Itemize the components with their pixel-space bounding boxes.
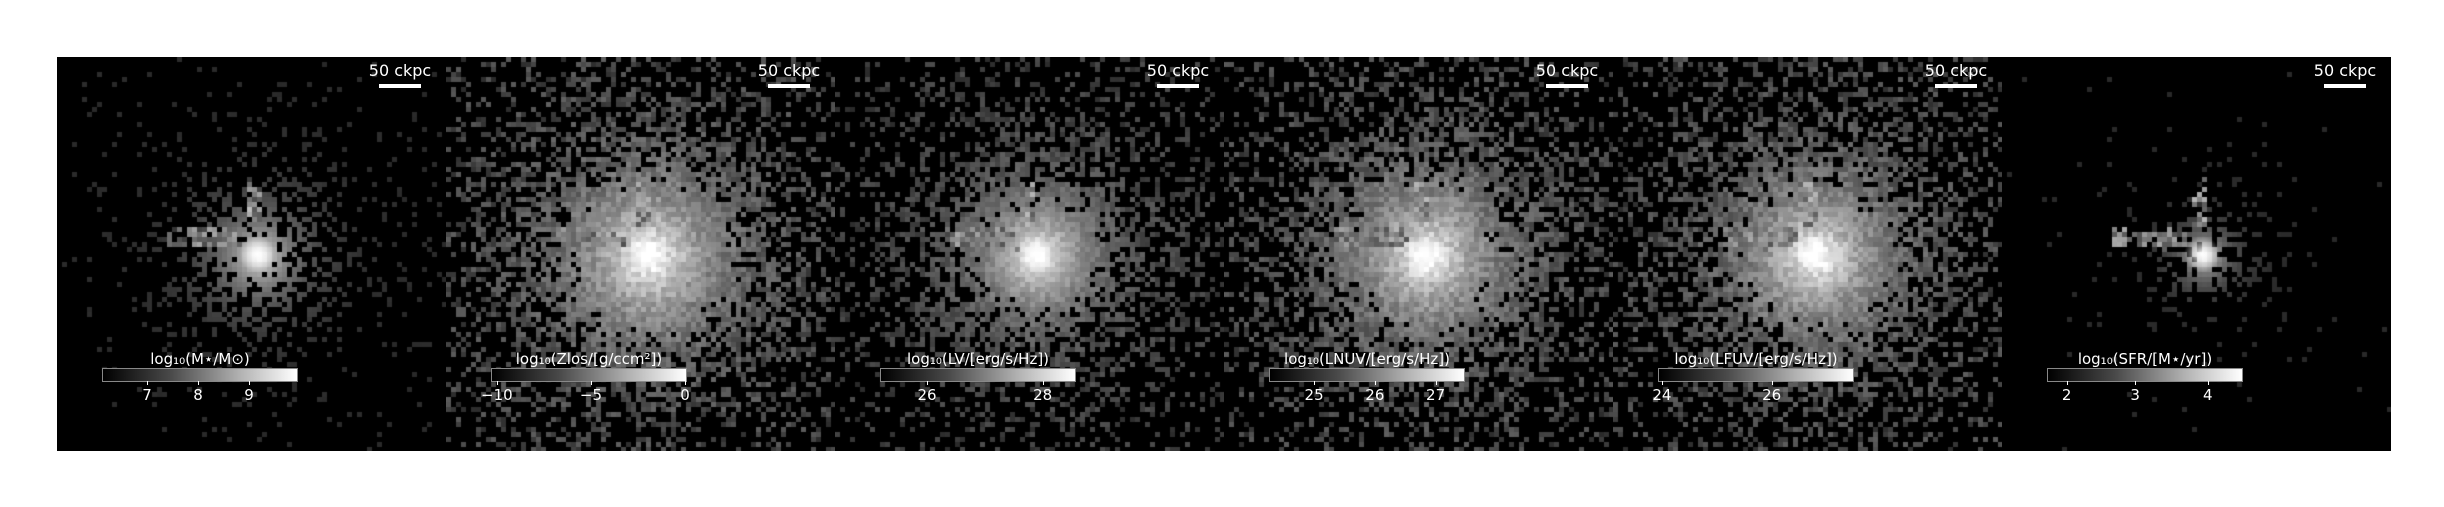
colorbar: log₁₀(LFUV/[erg/s/Hz]) 24 26	[1652, 350, 1854, 404]
v-band-luminosity-map-panel: 50 ckpc log₁₀(LV/[erg/s/Hz]) 26 28	[835, 57, 1224, 451]
colorbar-tick	[685, 381, 687, 385]
colorbar-tick	[2135, 381, 2137, 385]
colorbar: log₁₀(LNUV/[erg/s/Hz]) 25 26 27	[1269, 350, 1465, 404]
colorbar: log₁₀(M⋆/M⊙) 7 8 9	[102, 350, 298, 404]
colorbar-tick	[2207, 381, 2209, 385]
colorbar-tick-label: 8	[193, 386, 203, 404]
colorbar: log₁₀(LV/[erg/s/Hz]) 26 28	[880, 350, 1076, 404]
metallicity-map-panel: 50 ckpc log₁₀(Zlos/[g/ccm²]) −10 −5 0	[446, 57, 835, 451]
scale-bar: 50 ckpc	[757, 62, 821, 88]
stellar-mass-map-panel: 50 ckpc log₁₀(M⋆/M⊙) 7 8 9	[57, 57, 446, 451]
sfr-map-panel: 50 ckpc log₁₀(SFR/[M⋆/yr]) 2 3 4	[2002, 57, 2391, 451]
colorbar-tick	[496, 381, 498, 385]
sfr-map	[2002, 57, 2391, 451]
colorbar-tick	[1771, 381, 1773, 385]
colorbar-title: log₁₀(SFR/[M⋆/yr])	[2077, 350, 2213, 368]
colorbar-tick-label: 7	[142, 386, 152, 404]
colorbar-tick	[147, 381, 149, 385]
colorbar-tick-label: 2	[2061, 386, 2072, 404]
colorbar-tick	[249, 381, 250, 385]
stellar-mass-map	[57, 57, 446, 451]
scale-bar-label: 50 ckpc	[1146, 61, 1210, 80]
scale-bar-line	[768, 84, 810, 88]
colorbar: log₁₀(Zlos/[g/ccm²]) −10 −5 0	[481, 350, 690, 404]
colorbar-tick	[1435, 381, 1437, 385]
v-band-luminosity-map	[835, 57, 1224, 451]
colorbar-gradient	[880, 368, 1076, 382]
colorbar-tick-label: 25	[1304, 386, 1324, 404]
colorbar-tick-label: 26	[1365, 386, 1385, 404]
colorbar-tick-label: 9	[244, 386, 254, 404]
scale-bar-label: 50 ckpc	[2313, 61, 2377, 80]
colorbar-gradient	[491, 368, 687, 382]
colorbar-tick	[1314, 381, 1316, 385]
colorbar-tick	[1661, 381, 1663, 385]
colorbar-tick	[198, 381, 200, 385]
colorbar-title: log₁₀(M⋆/M⊙)	[150, 350, 250, 368]
colorbar-tick-label: 0	[680, 386, 690, 404]
colorbar-gradient	[1269, 368, 1465, 382]
colorbar-tick-label: −5	[579, 386, 603, 404]
colorbar-gradient	[2047, 368, 2243, 382]
colorbar-title: log₁₀(LV/[erg/s/Hz])	[906, 350, 1050, 368]
scale-bar-label: 50 ckpc	[1924, 61, 1988, 80]
image-strip: 50 ckpc log₁₀(M⋆/M⊙) 7 8 9 50 ckpc log₁₀(Z…	[57, 57, 2391, 451]
scale-bar-line	[1157, 84, 1199, 88]
nuv-luminosity-map-panel: 50 ckpc log₁₀(LNUV/[erg/s/Hz]) 25 26 27	[1224, 57, 1613, 451]
colorbar-tick	[927, 381, 929, 385]
colorbar-tick-label: 26	[917, 386, 937, 404]
scale-bar: 50 ckpc	[368, 62, 432, 88]
colorbar-tick-label: −10	[481, 386, 513, 404]
nuv-luminosity-map	[1224, 57, 1613, 451]
colorbar: log₁₀(SFR/[M⋆/yr]) 2 3 4	[2047, 350, 2243, 404]
colorbar-tick-label: 4	[2202, 386, 2213, 404]
colorbar-title: log₁₀(Zlos/[g/ccm²])	[515, 350, 663, 368]
metallicity-map	[446, 57, 835, 451]
colorbar-tick	[590, 381, 592, 385]
colorbar-tick-label: 27	[1426, 386, 1446, 404]
scale-bar-label: 50 ckpc	[368, 61, 432, 80]
colorbar-tick	[1042, 381, 1044, 385]
colorbar-title: log₁₀(LNUV/[erg/s/Hz])	[1284, 350, 1450, 368]
scale-bar-line	[2324, 84, 2366, 88]
scale-bar-line	[1935, 84, 1977, 88]
scale-bar-line	[1546, 84, 1588, 88]
colorbar-tick-label: 24	[1652, 386, 1672, 404]
colorbar-gradient	[102, 368, 298, 382]
fuv-luminosity-map	[1613, 57, 2002, 451]
colorbar-title: log₁₀(LFUV/[erg/s/Hz])	[1674, 350, 1838, 368]
scale-bar-label: 50 ckpc	[1535, 61, 1599, 80]
scale-bar-label: 50 ckpc	[757, 61, 821, 80]
scale-bar: 50 ckpc	[1535, 62, 1599, 88]
fuv-luminosity-map-panel: 50 ckpc log₁₀(LFUV/[erg/s/Hz]) 24 26	[1613, 57, 2002, 451]
scale-bar: 50 ckpc	[2313, 62, 2377, 88]
colorbar-tick-label: 3	[2130, 386, 2140, 404]
colorbar-tick	[2066, 381, 2068, 385]
colorbar-tick-label: 26	[1762, 386, 1782, 404]
colorbar-gradient	[1658, 368, 1854, 382]
colorbar-tick-label: 28	[1033, 386, 1053, 404]
scale-bar: 50 ckpc	[1924, 62, 1988, 88]
scale-bar: 50 ckpc	[1146, 62, 1210, 88]
colorbar-tick	[1374, 381, 1376, 385]
scale-bar-line	[379, 84, 421, 88]
